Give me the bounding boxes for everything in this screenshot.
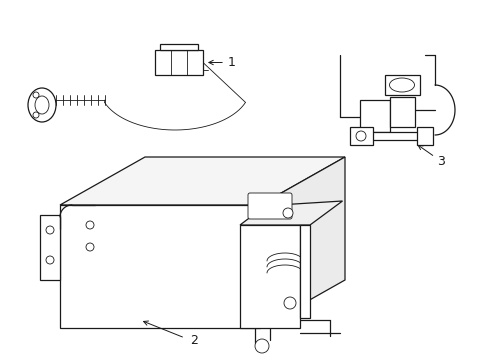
Circle shape [86, 221, 94, 229]
Polygon shape [260, 157, 345, 328]
Circle shape [283, 208, 292, 218]
Polygon shape [240, 225, 299, 328]
Polygon shape [349, 127, 372, 145]
Text: 1: 1 [227, 56, 235, 69]
Ellipse shape [389, 78, 414, 92]
Polygon shape [240, 201, 342, 225]
Ellipse shape [35, 96, 49, 114]
Circle shape [33, 92, 39, 98]
Polygon shape [160, 44, 198, 50]
Polygon shape [359, 100, 389, 132]
Polygon shape [60, 157, 345, 205]
Bar [384, 75, 419, 95]
Polygon shape [416, 127, 432, 145]
Circle shape [284, 297, 295, 309]
Bar [155, 50, 203, 75]
Circle shape [254, 339, 268, 353]
Circle shape [355, 131, 365, 141]
Polygon shape [60, 205, 260, 328]
FancyBboxPatch shape [247, 193, 291, 219]
Text: 3: 3 [436, 154, 444, 167]
Polygon shape [366, 132, 422, 140]
Circle shape [46, 256, 54, 264]
Circle shape [86, 243, 94, 251]
Ellipse shape [28, 88, 56, 122]
Polygon shape [389, 97, 414, 127]
Polygon shape [40, 215, 60, 280]
Polygon shape [299, 225, 309, 318]
Circle shape [46, 226, 54, 234]
Text: 2: 2 [190, 334, 198, 347]
Circle shape [33, 112, 39, 118]
